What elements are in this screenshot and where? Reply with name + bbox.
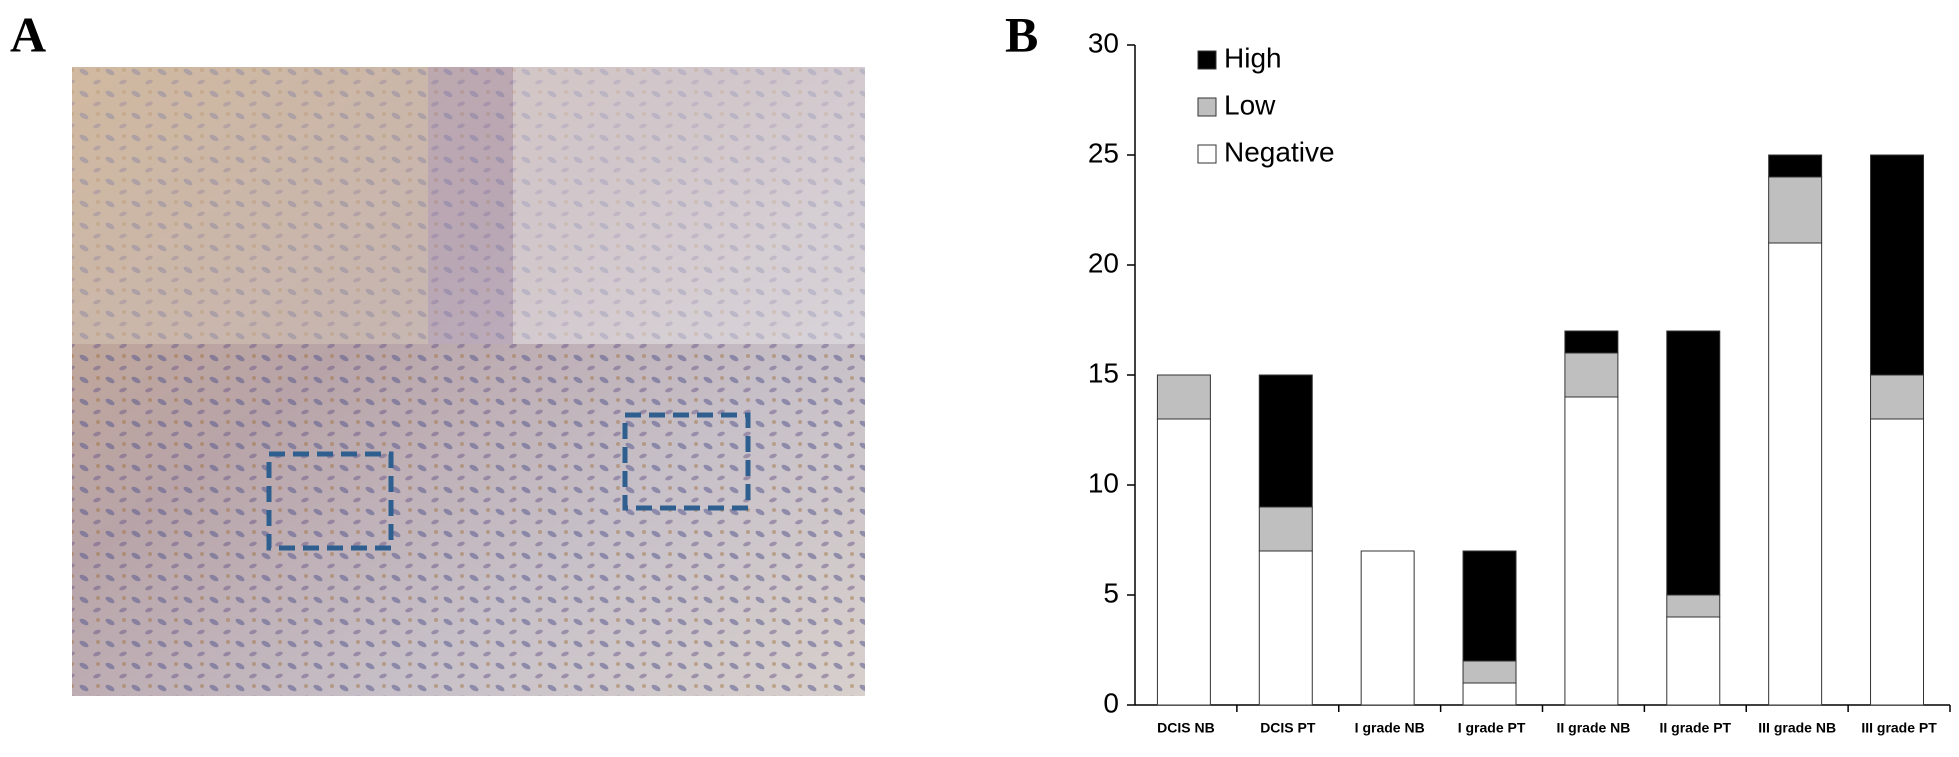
bar-segment [1870,374,1925,420]
x-tick-label: III grade PT [1861,720,1937,736]
bar-segment [1462,660,1517,684]
bar-segment [1870,418,1925,706]
bar-segment [1666,594,1721,618]
bar-segment [1768,176,1823,244]
bar-segment [1666,330,1721,596]
x-tick-label: II grade PT [1660,720,1732,736]
panel-label: B [1005,6,1038,62]
bar-segment [1156,374,1211,420]
bar-segment [1768,154,1823,178]
legend-label: Low [1224,89,1276,120]
micrograph [72,67,865,696]
y-tick-label: 10 [1088,467,1119,498]
bar-segment [1564,352,1619,398]
bar-segment [1870,154,1925,376]
y-tick-label: 20 [1088,247,1119,278]
legend-label: Negative [1224,136,1335,167]
bar-segment [1666,616,1721,706]
x-tick-label: III grade NB [1758,720,1836,736]
bar-segment [1462,550,1517,662]
bar-segment [1564,330,1619,354]
x-tick-label: DCIS PT [1260,720,1316,736]
bar-segment [1768,242,1823,706]
legend-label: High [1224,42,1282,73]
x-tick-label: I grade NB [1355,720,1425,736]
bar-segment [1564,396,1619,706]
y-tick-label: 15 [1088,357,1119,388]
bar-segment [1360,550,1415,706]
x-tick-label: I grade PT [1458,720,1526,736]
bar-segment [1258,506,1313,552]
bar-segment [1156,418,1211,706]
x-tick-label: DCIS NB [1157,720,1215,736]
bar-segment [1258,550,1313,706]
y-tick-label: 25 [1088,137,1119,168]
bar-segment [1258,374,1313,508]
y-tick-label: 30 [1088,27,1119,58]
y-tick-label: 5 [1103,577,1119,608]
legend-swatch [1197,50,1217,70]
panel-label: A [10,6,46,62]
x-tick-label: II grade NB [1556,720,1630,736]
legend-swatch [1197,144,1217,164]
bar-segment [1462,682,1517,706]
legend-swatch [1197,97,1217,117]
y-tick-label: 0 [1103,687,1119,718]
